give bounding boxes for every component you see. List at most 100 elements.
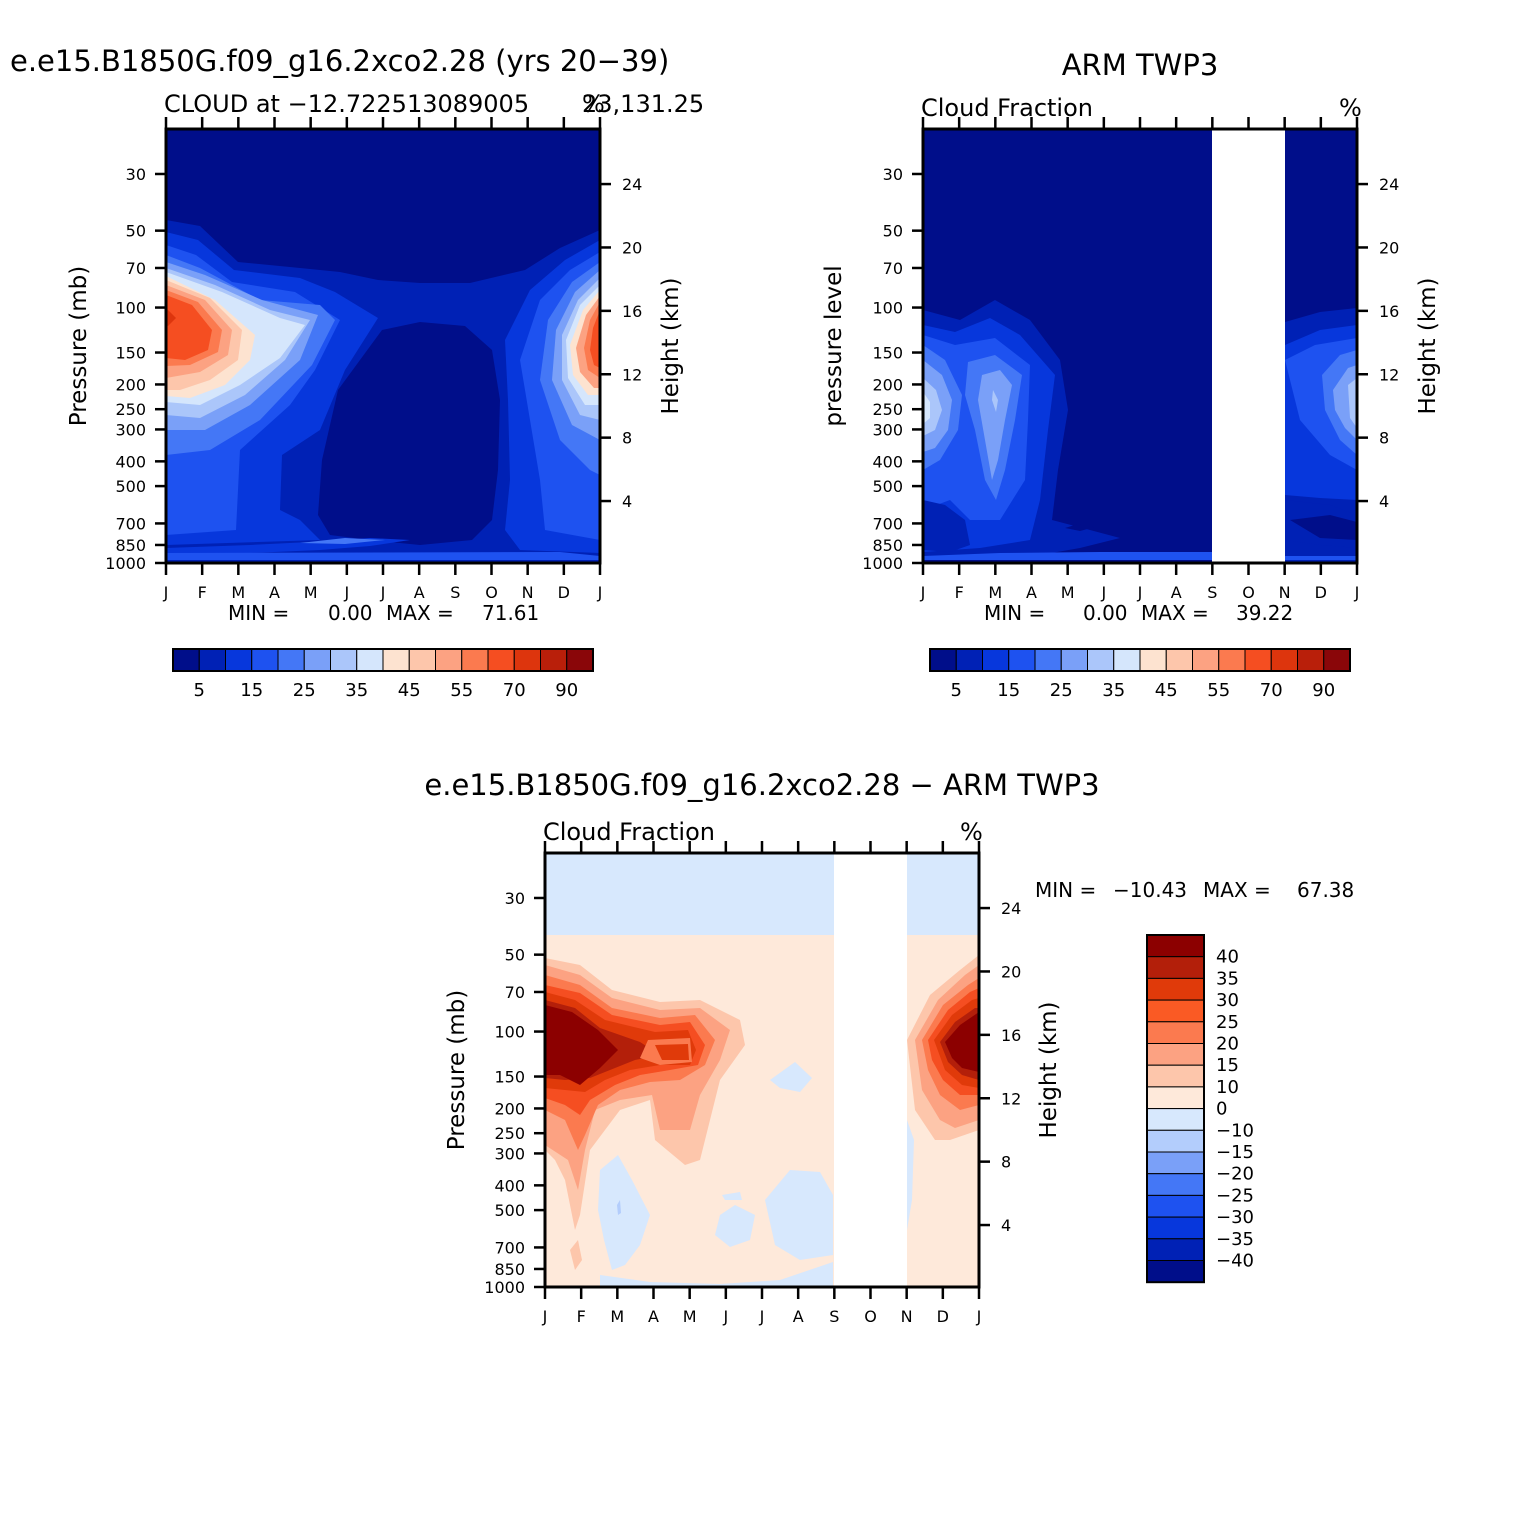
colorbar-swatch: [303, 648, 331, 672]
colorbar-label: 25: [1216, 1012, 1239, 1033]
colorbar-label: 25: [1050, 680, 1073, 701]
colorbar-label: 25: [293, 680, 316, 701]
panel-model-contours: [166, 129, 600, 563]
y-tick-label: 250: [494, 1124, 525, 1143]
panel-diff-max: 67.38: [1297, 878, 1354, 902]
colorbar-label: 10: [1216, 1077, 1239, 1098]
x-tick-label: S: [450, 583, 460, 602]
y2-tick-label: 24: [1001, 899, 1021, 918]
x-tick-label: M: [1061, 583, 1075, 602]
x-tick-label: A: [269, 583, 280, 602]
colorbar-swatch: [1146, 1021, 1205, 1044]
colorbar-frame: [929, 648, 1351, 672]
colorbar-label: 35: [1102, 680, 1125, 701]
y2-tick-label: 20: [1379, 238, 1399, 257]
colorbar-frame: [172, 648, 594, 672]
panel-model-right-title-extra: 23,131.25: [582, 90, 704, 118]
panel-obs-max-label: MAX =: [1141, 601, 1209, 625]
y-tick-label: 700: [115, 514, 146, 533]
y-tick-label: 70: [505, 983, 525, 1002]
y-tick-label: 200: [115, 375, 146, 394]
colorbar-label: −40: [1216, 1251, 1254, 1272]
y-tick-label: 500: [115, 477, 146, 496]
x-tick-label: M: [683, 1307, 697, 1326]
colorbar-swatch: [1146, 1173, 1205, 1196]
x-tick-label: M: [231, 583, 245, 602]
contour-dec-40pct: [945, 1012, 979, 1072]
colorbar-swatch: [461, 648, 489, 672]
panel-model-max-label: MAX =: [386, 601, 454, 625]
colorbar-label: 55: [450, 680, 473, 701]
x-tick-label: M: [610, 1307, 624, 1326]
colorbar-label: −30: [1216, 1207, 1254, 1228]
x-tick-label: O: [864, 1307, 877, 1326]
y-tick-label: 250: [872, 400, 903, 419]
x-tick-label: D: [1315, 583, 1327, 602]
y-tick-label: 100: [494, 1023, 525, 1042]
colorbar-swatch: [408, 648, 436, 672]
colorbar-swatch: [540, 648, 568, 672]
colorbar-swatch: [1146, 956, 1205, 979]
colorbar-swatch: [1218, 648, 1246, 672]
contour-surface-line: [166, 552, 600, 560]
panel-model-min: 0.00: [328, 601, 373, 625]
x-tick-label: J: [597, 583, 603, 602]
x-tick-label: F: [955, 583, 964, 602]
colorbar-swatch: [356, 648, 384, 672]
contour-35pct-mid: [992, 390, 998, 412]
colorbar-swatch: [1146, 1216, 1205, 1240]
panel-obs-left-title: Cloud Fraction: [921, 94, 1093, 122]
panel-model: e.e15.B1850G.f09_g16.2xco2.28 (yrs 20−39…: [10, 44, 704, 701]
x-tick-label: J: [542, 1307, 548, 1326]
colorbar-label: 5: [951, 680, 962, 701]
colorbar-swatch: [1146, 1043, 1205, 1066]
colorbar-swatch: [330, 648, 358, 672]
contour-dec-low-core: [1290, 515, 1357, 540]
y-tick-label: 50: [883, 222, 903, 241]
x-tick-label: J: [976, 1307, 982, 1326]
contour-70pct: [166, 295, 212, 360]
y-tick-label: 400: [494, 1176, 525, 1195]
y-tick-label: 300: [872, 420, 903, 439]
contour-35pct: [923, 378, 942, 436]
x-tick-label: F: [198, 583, 207, 602]
panel-model-left-title: CLOUD at −12.722513089005: [164, 90, 529, 118]
panel-diff-title: e.e15.B1850G.f09_g16.2xco2.28 − ARM TWP3: [424, 768, 1099, 802]
colorbar-label: 35: [345, 680, 368, 701]
x-tick-label: J: [759, 1307, 765, 1326]
x-tick-label: J: [1137, 583, 1143, 602]
colorbar-swatch: [251, 648, 279, 672]
y-tick-label: 300: [115, 420, 146, 439]
panel-model-colorbar: 5 15 25 35 45 55 70 90: [172, 648, 594, 701]
y-tick-label: 200: [494, 1099, 525, 1118]
y2-tick-label: 20: [1001, 962, 1021, 981]
panel-model-y2label: Height (km): [658, 277, 684, 414]
x-tick-label: J: [1100, 583, 1106, 602]
x-tick-label: A: [793, 1307, 804, 1326]
colorbar-label: 40: [1216, 947, 1239, 968]
y-tick-label: 850: [115, 536, 146, 555]
y-tick-label: 500: [872, 477, 903, 496]
colorbar-label: −20: [1216, 1164, 1254, 1185]
panel-model-unit: %: [582, 90, 605, 118]
colorbar-label: 90: [1312, 680, 1335, 701]
colorbar-label: 20: [1216, 1034, 1239, 1055]
colorbar-swatch: [1008, 648, 1036, 672]
y2-tick-label: 4: [1379, 492, 1389, 511]
panel-model-ylabel: Pressure (mb): [66, 266, 92, 426]
panel-obs-title: ARM TWP3: [1062, 48, 1219, 82]
colorbar-label: 0: [1216, 1099, 1227, 1120]
x-tick-label: M: [988, 583, 1002, 602]
y2-tick-label: 8: [1001, 1153, 1011, 1172]
y-tick-label: 100: [872, 299, 903, 318]
colorbar-swatch: [172, 648, 200, 672]
y2-tick-label: 16: [1001, 1026, 1021, 1045]
colorbar-swatch: [1146, 977, 1205, 1001]
colorbar-swatch: [1270, 648, 1298, 672]
colorbar-swatch: [225, 648, 253, 672]
colorbar-swatch: [1297, 648, 1325, 672]
y2-tick-label: 8: [622, 429, 632, 448]
